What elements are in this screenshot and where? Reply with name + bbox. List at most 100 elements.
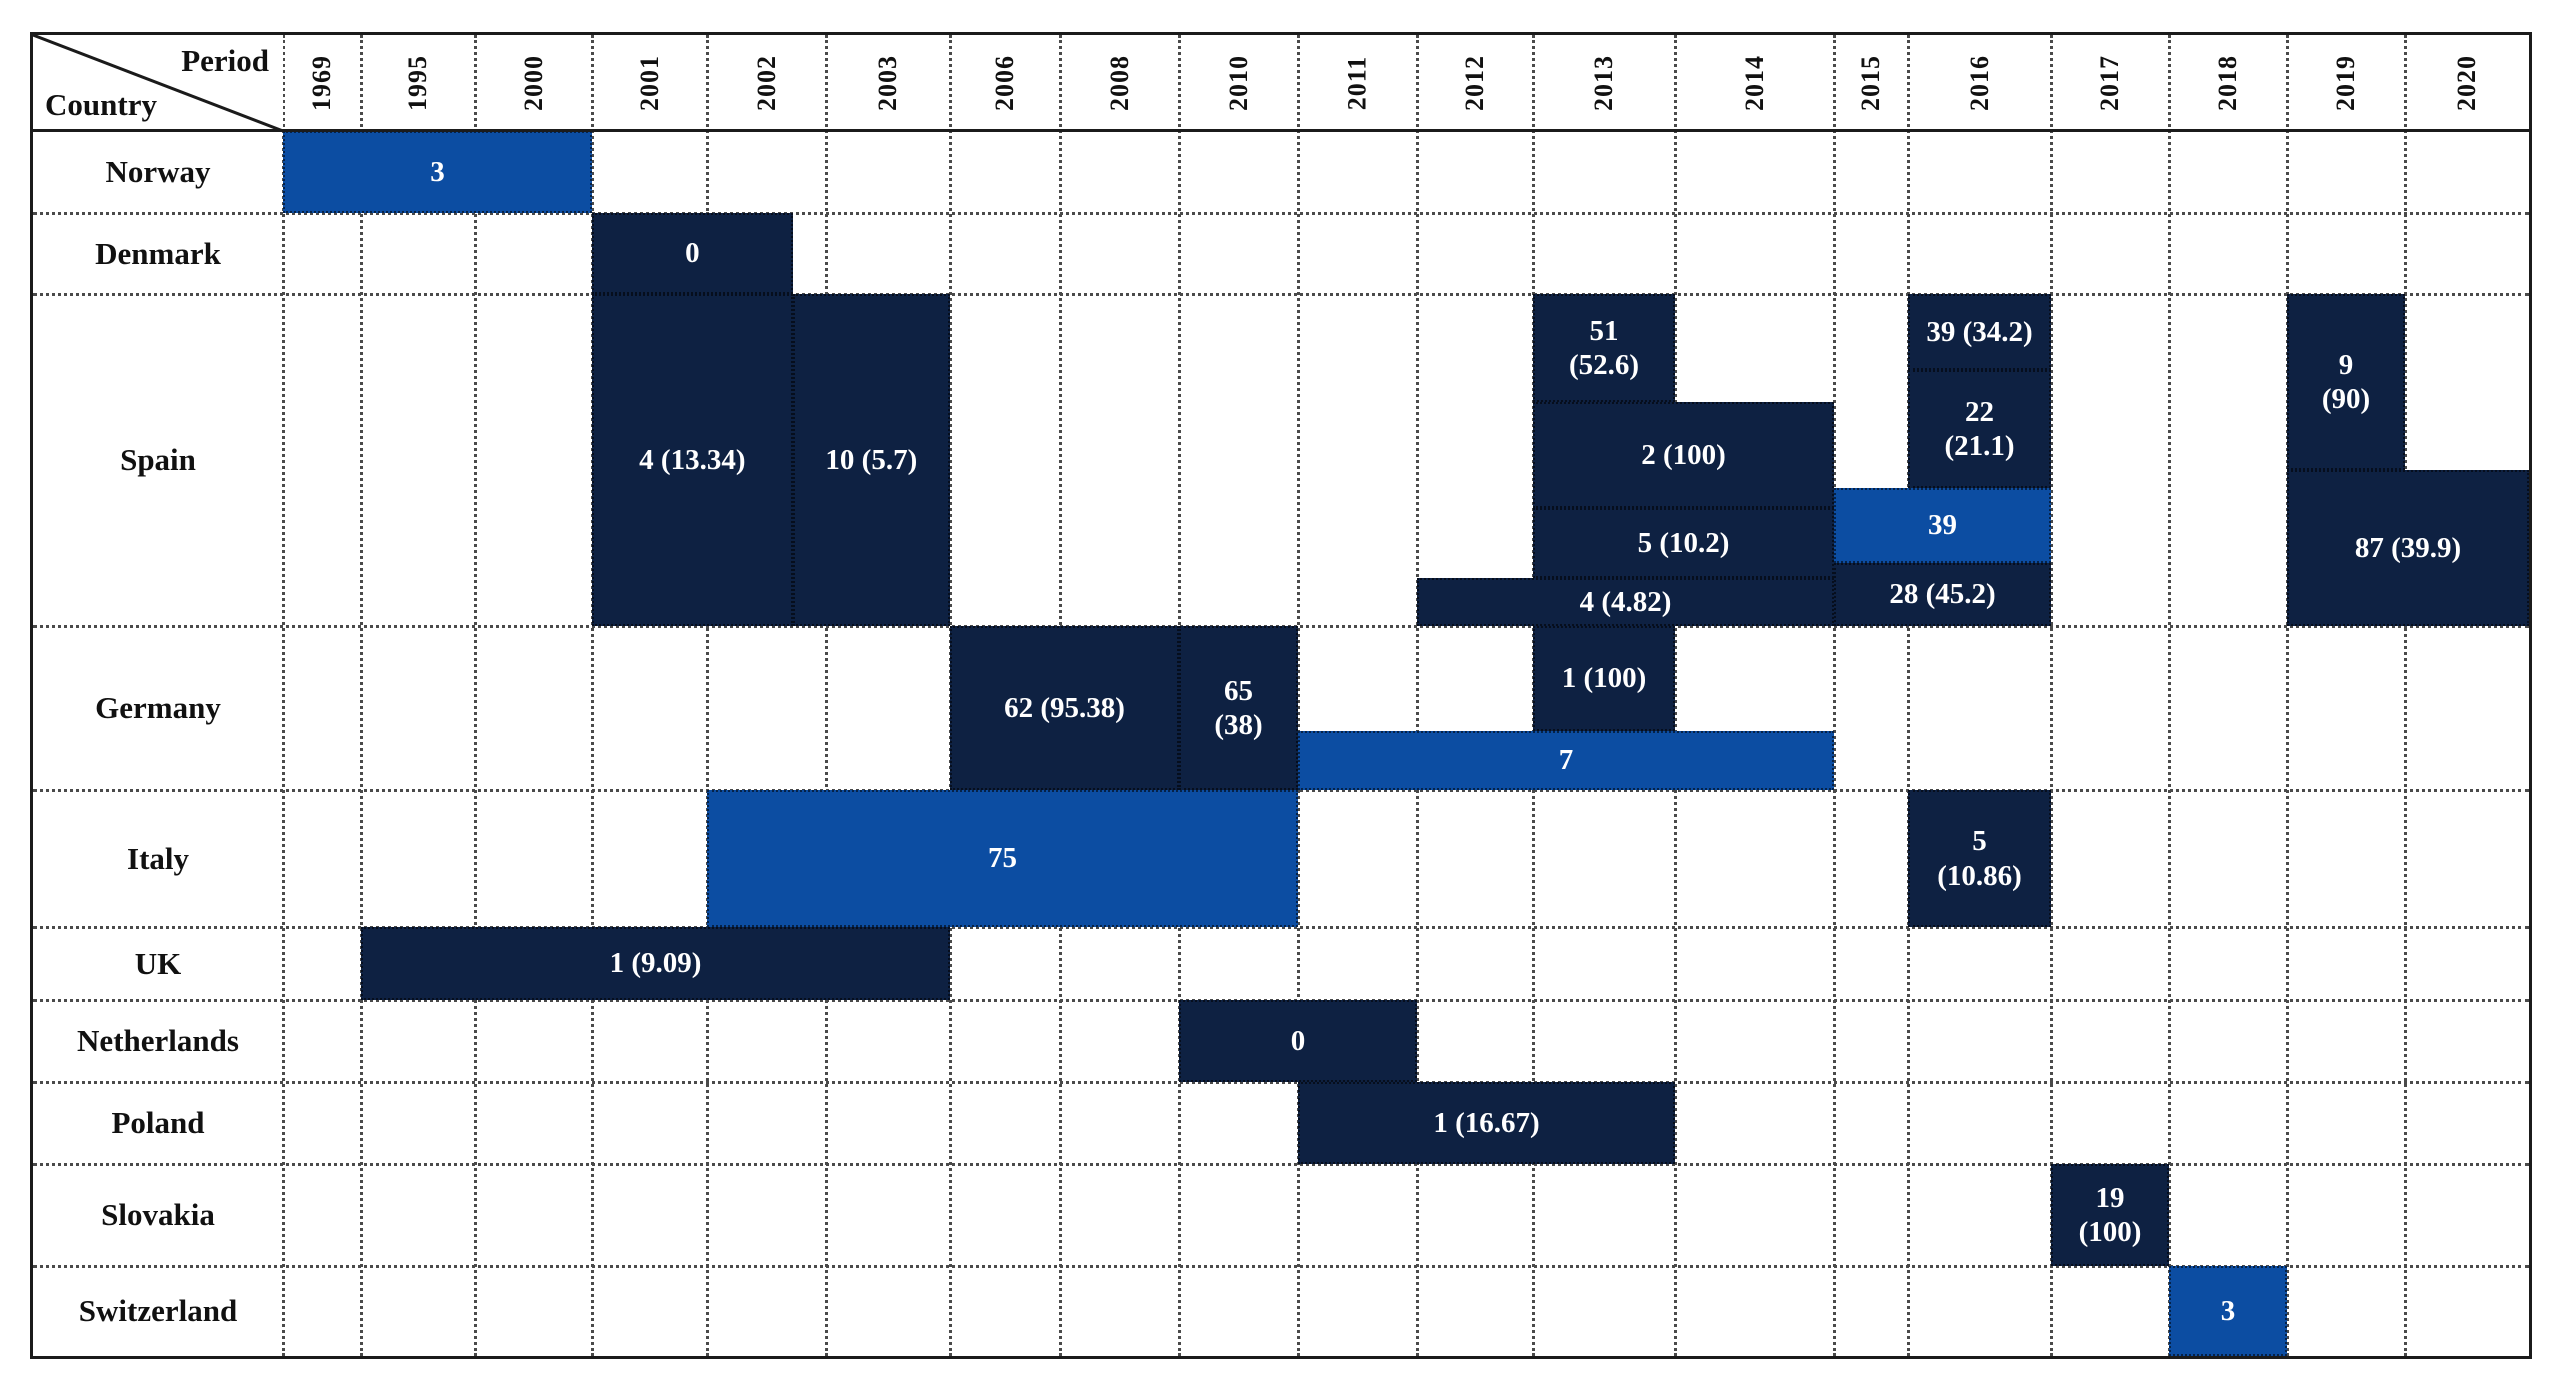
year-label-2012: 2012 (1417, 35, 1533, 131)
country-label-norway: Norway (33, 131, 283, 213)
year-label-text: 1969 (307, 55, 336, 111)
year-label-text: 2019 (2331, 55, 2360, 111)
gantt-bar-spain-4: 51 (52.6) (1533, 294, 1675, 402)
gantt-bar-spain-10: 39 (1834, 488, 2051, 563)
gantt-bar-spain-12: 9 (90) (2287, 294, 2405, 470)
gantt-bar-germany-17: 7 (1298, 730, 1834, 790)
gantt-bar-slovakia-23: 19 (100) (2051, 1164, 2169, 1266)
year-label-2000: 2000 (475, 35, 592, 131)
country-label-poland: Poland (33, 1082, 283, 1164)
column-gridline (2286, 35, 2289, 1356)
year-label-text: 2000 (518, 55, 548, 111)
row-gridline (33, 926, 2529, 929)
year-label-text: 2016 (1964, 55, 1994, 111)
year-label-1969: 1969 (283, 35, 361, 131)
gantt-bar-denmark-1: 0 (592, 213, 793, 294)
year-label-text: 2001 (634, 55, 664, 111)
year-label-2014: 2014 (1675, 35, 1834, 131)
row-gridline (33, 212, 2529, 215)
row-gridline (33, 293, 2529, 296)
column-gridline (2168, 35, 2171, 1356)
year-label-text: 2014 (1739, 55, 1769, 111)
country-label-text: UK (134, 945, 182, 981)
year-label-2019: 2019 (2287, 35, 2405, 131)
gantt-bar-spain-13: 87 (39.9) (2287, 469, 2529, 626)
year-label-2018: 2018 (2169, 35, 2287, 131)
gantt-bar-spain-5: 2 (100) (1533, 401, 1834, 509)
country-label-text: Poland (111, 1105, 205, 1140)
row-gridline (33, 1265, 2529, 1268)
country-label-text: Switzerland (78, 1293, 238, 1328)
column-gridline (2050, 35, 2053, 1356)
gantt-bar-germany-15: 65 (38) (1179, 626, 1298, 790)
year-label-2013: 2013 (1533, 35, 1675, 131)
header-divider (33, 129, 2529, 132)
column-gridline (1297, 35, 1300, 1356)
column-gridline (360, 35, 363, 1356)
country-label-switzerland: Switzerland (33, 1266, 283, 1356)
gantt-bar-spain-9: 22 (21.1) (1908, 370, 2051, 489)
country-header-label: Country (45, 87, 157, 122)
country-label-netherlands: Netherlands (33, 1000, 283, 1082)
gantt-bar-switzerland-24: 3 (2169, 1266, 2287, 1356)
year-label-text: 2008 (1104, 55, 1134, 111)
year-label-2011: 2011 (1298, 35, 1417, 131)
gantt-bar-uk-20: 1 (9.09) (361, 927, 950, 1000)
column-gridline (474, 35, 477, 1356)
year-label-text: 2018 (2213, 55, 2242, 111)
country-label-text: Norway (105, 154, 211, 189)
column-gridline (591, 35, 594, 1356)
gantt-bar-norway-0: 3 (283, 131, 592, 213)
year-label-2010: 2010 (1179, 35, 1298, 131)
year-label-2002: 2002 (707, 35, 826, 131)
year-label-text: 2012 (1460, 55, 1489, 111)
year-label-text: 2011 (1342, 55, 1372, 111)
column-gridline (1416, 35, 1419, 1356)
gantt-bar-spain-7: 4 (4.82) (1417, 577, 1834, 626)
year-label-2020: 2020 (2405, 35, 2529, 131)
gantt-bar-spain-2: 4 (13.34) (592, 294, 793, 626)
country-label-text: Slovakia (101, 1197, 215, 1232)
year-label-text: 2015 (1856, 55, 1885, 111)
year-label-text: 2013 (1589, 55, 1618, 111)
gantt-bar-spain-11: 28 (45.2) (1834, 562, 2051, 626)
country-label-text: Denmark (95, 235, 221, 271)
gantt-bar-spain-8: 39 (34.2) (1908, 294, 2051, 371)
row-gridline (33, 1163, 2529, 1166)
column-gridline (282, 35, 285, 1356)
country-label-italy: Italy (33, 790, 283, 927)
year-label-1995: 1995 (361, 35, 475, 131)
year-label-2001: 2001 (592, 35, 707, 131)
year-label-text: 2010 (1223, 55, 1253, 111)
column-gridline (825, 35, 828, 1356)
year-label-text: 1995 (403, 55, 432, 111)
gantt-bar-italy-18: 75 (707, 790, 1298, 927)
country-label-text: Germany (95, 690, 221, 725)
gantt-bar-netherlands-21: 0 (1179, 1000, 1417, 1082)
year-label-2016: 2016 (1908, 35, 2051, 131)
year-label-text: 2003 (873, 55, 902, 111)
country-label-denmark: Denmark (33, 213, 283, 294)
gantt-bar-poland-22: 1 (16.67) (1298, 1082, 1675, 1164)
gantt-bar-italy-19: 5 (10.86) (1908, 790, 2051, 927)
year-label-2017: 2017 (2051, 35, 2169, 131)
period-header-label: Period (181, 43, 269, 78)
year-label-2006: 2006 (950, 35, 1060, 131)
year-label-text: 2006 (990, 55, 1019, 111)
country-label-spain: Spain (33, 294, 283, 626)
column-gridline (706, 35, 709, 1356)
gantt-bar-germany-14: 62 (95.38) (950, 626, 1179, 790)
column-gridline (1833, 35, 1836, 1356)
year-label-text: 2020 (2452, 55, 2481, 111)
country-label-text: Netherlands (77, 1023, 239, 1058)
row-gridline (33, 1081, 2529, 1084)
header-corner-cell: Period Country (33, 35, 283, 131)
year-label-text: 2017 (2095, 55, 2124, 111)
column-gridline (1907, 35, 1910, 1356)
country-label-text: Italy (127, 840, 189, 876)
gantt-bar-spain-6: 5 (10.2) (1533, 508, 1834, 578)
country-label-uk: UK (33, 927, 283, 1000)
gantt-bar-spain-3: 10 (5.7) (792, 294, 950, 626)
country-label-slovakia: Slovakia (33, 1164, 283, 1266)
